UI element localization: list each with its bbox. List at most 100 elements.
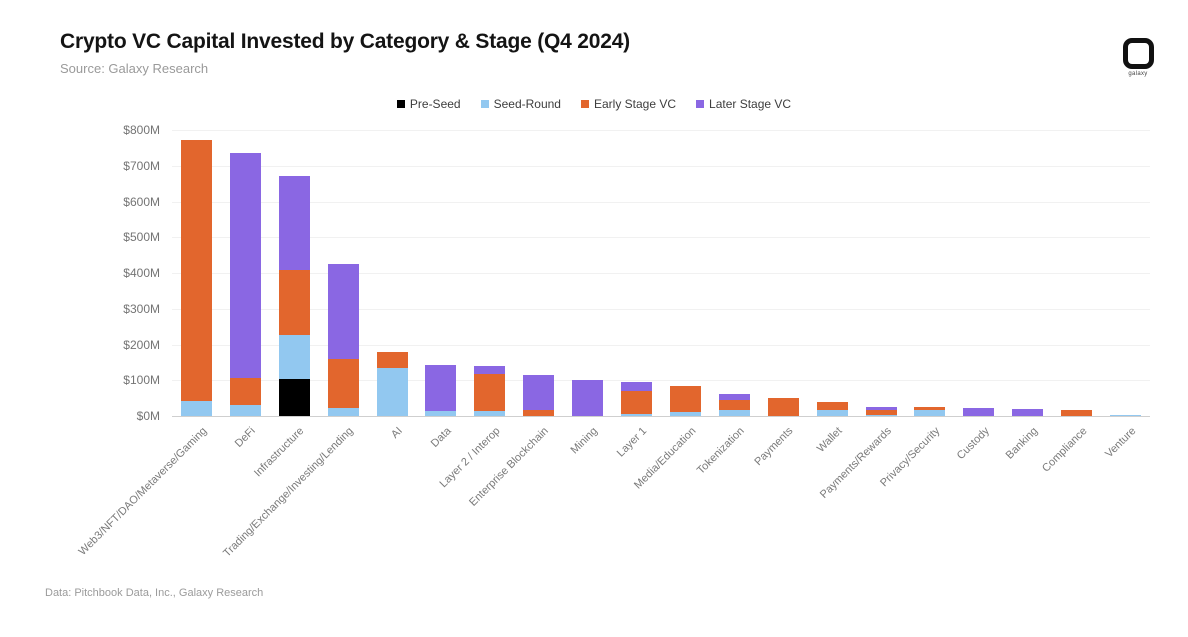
bar-AI [376, 352, 408, 416]
bar-segment-Later Stage VC [621, 382, 653, 392]
bar-segment-Later Stage VC [1012, 408, 1044, 416]
galaxy-logo: galaxy [1122, 38, 1154, 77]
x-axis-label: Venture [1102, 425, 1139, 461]
legend-label: Pre-Seed [409, 97, 461, 111]
bar-Enterprise Blockchain [523, 374, 555, 416]
gridline [172, 308, 1150, 310]
bar-Infrastructure [278, 175, 310, 416]
bar-segment-Seed-Round [1110, 414, 1142, 416]
bar-segment-Later Stage VC [327, 264, 359, 360]
bar-segment-Seed-Round [278, 334, 310, 380]
bar-segment-Early Stage VC [523, 409, 555, 416]
bar-segment-Early Stage VC [718, 399, 750, 410]
legend-swatch-icon [580, 100, 589, 108]
bar-Layer 2 / Interop [474, 366, 506, 416]
x-axis-label: Mining [568, 425, 601, 457]
legend-swatch-icon [396, 100, 405, 108]
bar-segment-Seed-Round [718, 409, 750, 416]
legend-item-Pre-Seed: Pre-Seed [396, 97, 461, 111]
bar-segment-Early Stage VC [229, 377, 261, 405]
x-axis-label: Custody [954, 425, 992, 463]
galaxy-logo-icon [1122, 38, 1154, 69]
bar-segment-Early Stage VC [1061, 409, 1093, 416]
bar-Payments/Rewards [865, 407, 897, 416]
bar-Web3/NFT/DAO/Metaverse/Gaming [180, 140, 212, 416]
x-axis-label: DeFi [232, 425, 258, 450]
bar-Payments [767, 398, 799, 416]
bar-segment-Seed-Round [669, 412, 701, 416]
bar-Venture [1110, 414, 1142, 416]
bar-segment-Seed-Round [376, 368, 408, 416]
plot-area: $0M $100M $200M $300M $400M $500M $600M $700M $8… [76, 123, 1150, 559]
x-axis-label: Data [428, 425, 454, 450]
bar-segment-Pre-Seed [278, 379, 310, 416]
y-axis-tick-label: $500M [123, 230, 160, 245]
bar-Trading/Exchange/Investing/Lending [327, 264, 359, 416]
bar-segment-Later Stage VC [474, 366, 506, 374]
x-axis-label: Banking [1003, 425, 1041, 462]
bar-segment-Later Stage VC [718, 393, 750, 400]
bar-segment-Early Stage VC [816, 402, 848, 410]
gridline [172, 237, 1150, 239]
bar-segment-Seed-Round [816, 409, 848, 416]
bar-segment-Seed-Round [865, 414, 897, 416]
bar-Tokenization [718, 393, 750, 416]
bar-DeFi [229, 152, 261, 416]
bar-segment-Seed-Round [425, 411, 457, 416]
x-axis-line [172, 416, 1150, 417]
legend-swatch-icon [480, 100, 489, 108]
bar-Mining [572, 379, 604, 416]
bar-Banking [1012, 408, 1044, 416]
y-axis-tick-label: $0M [136, 409, 160, 423]
bar-segment-Later Stage VC [278, 175, 310, 270]
legend-swatch-icon [696, 100, 705, 108]
bar-segment-Later Stage VC [425, 364, 457, 412]
bar-segment-Seed-Round [229, 404, 261, 416]
bar-segment-Early Stage VC [669, 386, 701, 413]
bar-segment-Later Stage VC [572, 379, 604, 416]
gridline [172, 344, 1150, 346]
legend-item-Seed-Round: Seed-Round [480, 97, 561, 111]
bar-Wallet [816, 402, 848, 416]
galaxy-logo-text: galaxy [1128, 71, 1148, 77]
x-axis-label: Wallet [814, 425, 845, 455]
gridline [172, 165, 1150, 167]
bar-segment-Early Stage VC [278, 269, 310, 335]
bar-Custody [963, 407, 995, 416]
x-axis-label: Infrastructure [252, 425, 307, 480]
legend-label: Later Stage VC [709, 97, 792, 111]
bar-segment-Later Stage VC [523, 374, 555, 410]
bar-Compliance [1061, 409, 1093, 416]
y-axis-tick-label: $700M [123, 158, 160, 173]
y-axis-tick-label: $800M [123, 123, 160, 137]
bar-segment-Seed-Round [914, 409, 946, 416]
bar-segment-Later Stage VC [229, 152, 261, 378]
bar-segment-Early Stage VC [621, 391, 653, 414]
bar-segment-Seed-Round [327, 408, 359, 416]
legend-label: Early Stage VC [593, 97, 677, 111]
bar-segment-Later Stage VC [865, 407, 897, 410]
bar-segment-Early Stage VC [865, 409, 897, 415]
page-title: Crypto VC Capital Invested by Category &… [60, 30, 630, 53]
legend: Pre-Seed Seed-Round Early Stage VC Later St… [0, 97, 1188, 111]
legend-item-Later Stage VC: Later Stage VC [696, 97, 791, 111]
legend-label: Seed-Round [493, 97, 561, 111]
bar-segment-Early Stage VC [914, 407, 946, 410]
y-axis-tick-label: $200M [123, 337, 160, 352]
bar-segment-Early Stage VC [474, 373, 506, 411]
x-axis-label: Compliance [1039, 425, 1090, 475]
bar-Privacy/Security [914, 407, 946, 416]
x-axis-label: Web3/NFT/DAO/Metaverse/Gaming [76, 425, 209, 558]
gridline [172, 201, 1150, 203]
footer-note: Data: Pitchbook Data, Inc., Galaxy Resea… [45, 587, 264, 599]
legend-item-Early Stage VC: Early Stage VC [580, 97, 677, 111]
y-axis-tick-label: $300M [123, 301, 160, 316]
gridline [172, 273, 1150, 274]
bar-segment-Early Stage VC [327, 359, 359, 409]
bar-segment-Seed-Round [474, 410, 506, 416]
bar-Media/Education [669, 386, 701, 416]
bar-segment-Seed-Round [621, 413, 653, 416]
bar-segment-Later Stage VC [963, 407, 995, 416]
y-axis-tick-label: $600M [123, 194, 160, 209]
bar-segment-Early Stage VC [180, 140, 212, 401]
